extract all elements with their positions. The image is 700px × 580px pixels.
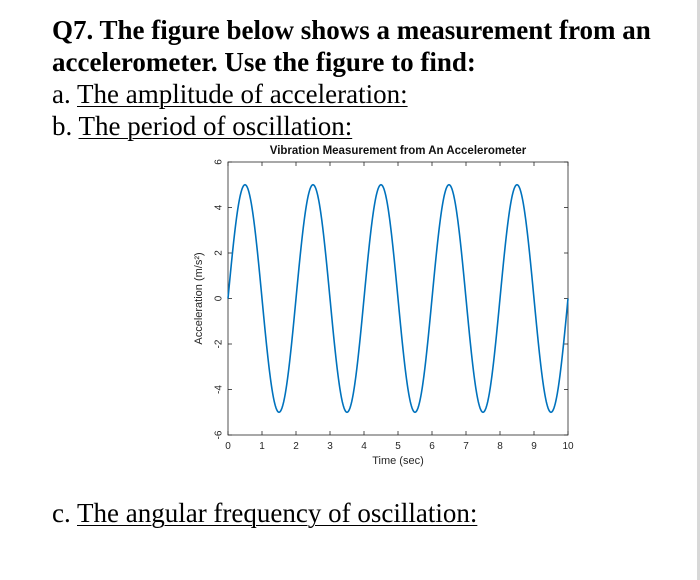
x-tick-label: 5 [395,441,401,452]
question-part-b: b. The period of oscillation: [52,110,692,142]
page-edge-divider [697,0,700,580]
chart-title: Vibration Measurement from An Accelerome… [270,145,527,157]
part-a-text: The amplitude of acceleration: [77,79,408,109]
part-c-text: The angular frequency of oscillation: [77,498,478,528]
series-line-0 [227,183,569,414]
x-tick-label: 10 [562,441,574,452]
part-a-prefix: a. [52,79,77,109]
x-tick-label: 7 [463,441,469,452]
y-tick-label: -4 [214,385,225,394]
question-title: Q7. The figure below shows a measurement… [52,15,651,77]
question-part-c: c. The angular frequency of oscillation: [52,497,477,529]
part-b-prefix: b. [52,111,79,141]
accelerometer-chart: 0 1 2 3 4 5 6 7 8 9 10 -6 -4 -2 0 2 4 6 Vibration Measurem… [193,145,574,467]
y-tick-label: -2 [214,339,225,348]
x-tick-label: 6 [429,441,435,452]
x-tick-label: 2 [293,441,299,452]
y-tick-label: 0 [214,295,225,301]
x-tick-label: 3 [327,441,333,452]
x-tick-label: 4 [361,441,367,452]
x-tick-label: 9 [531,441,537,452]
question-block: Q7. The figure below shows a measurement… [52,14,692,142]
y-tick-label: -6 [214,430,225,439]
y-tick-label: 2 [214,250,225,256]
part-b-text: The period of oscillation: [78,111,353,141]
y-tick-label: 6 [214,159,225,165]
y-axis-label: Acceleration (m/s²) [193,252,205,344]
x-axis-label: Time (sec) [372,455,424,467]
x-tick-label: 8 [497,441,503,452]
part-c-prefix: c. [52,498,77,528]
y-tick-label: 4 [214,204,225,210]
question-part-a: a. The amplitude of acceleration: [52,78,692,110]
x-tick-label: 1 [259,441,265,452]
x-tick-label: 0 [225,441,231,452]
